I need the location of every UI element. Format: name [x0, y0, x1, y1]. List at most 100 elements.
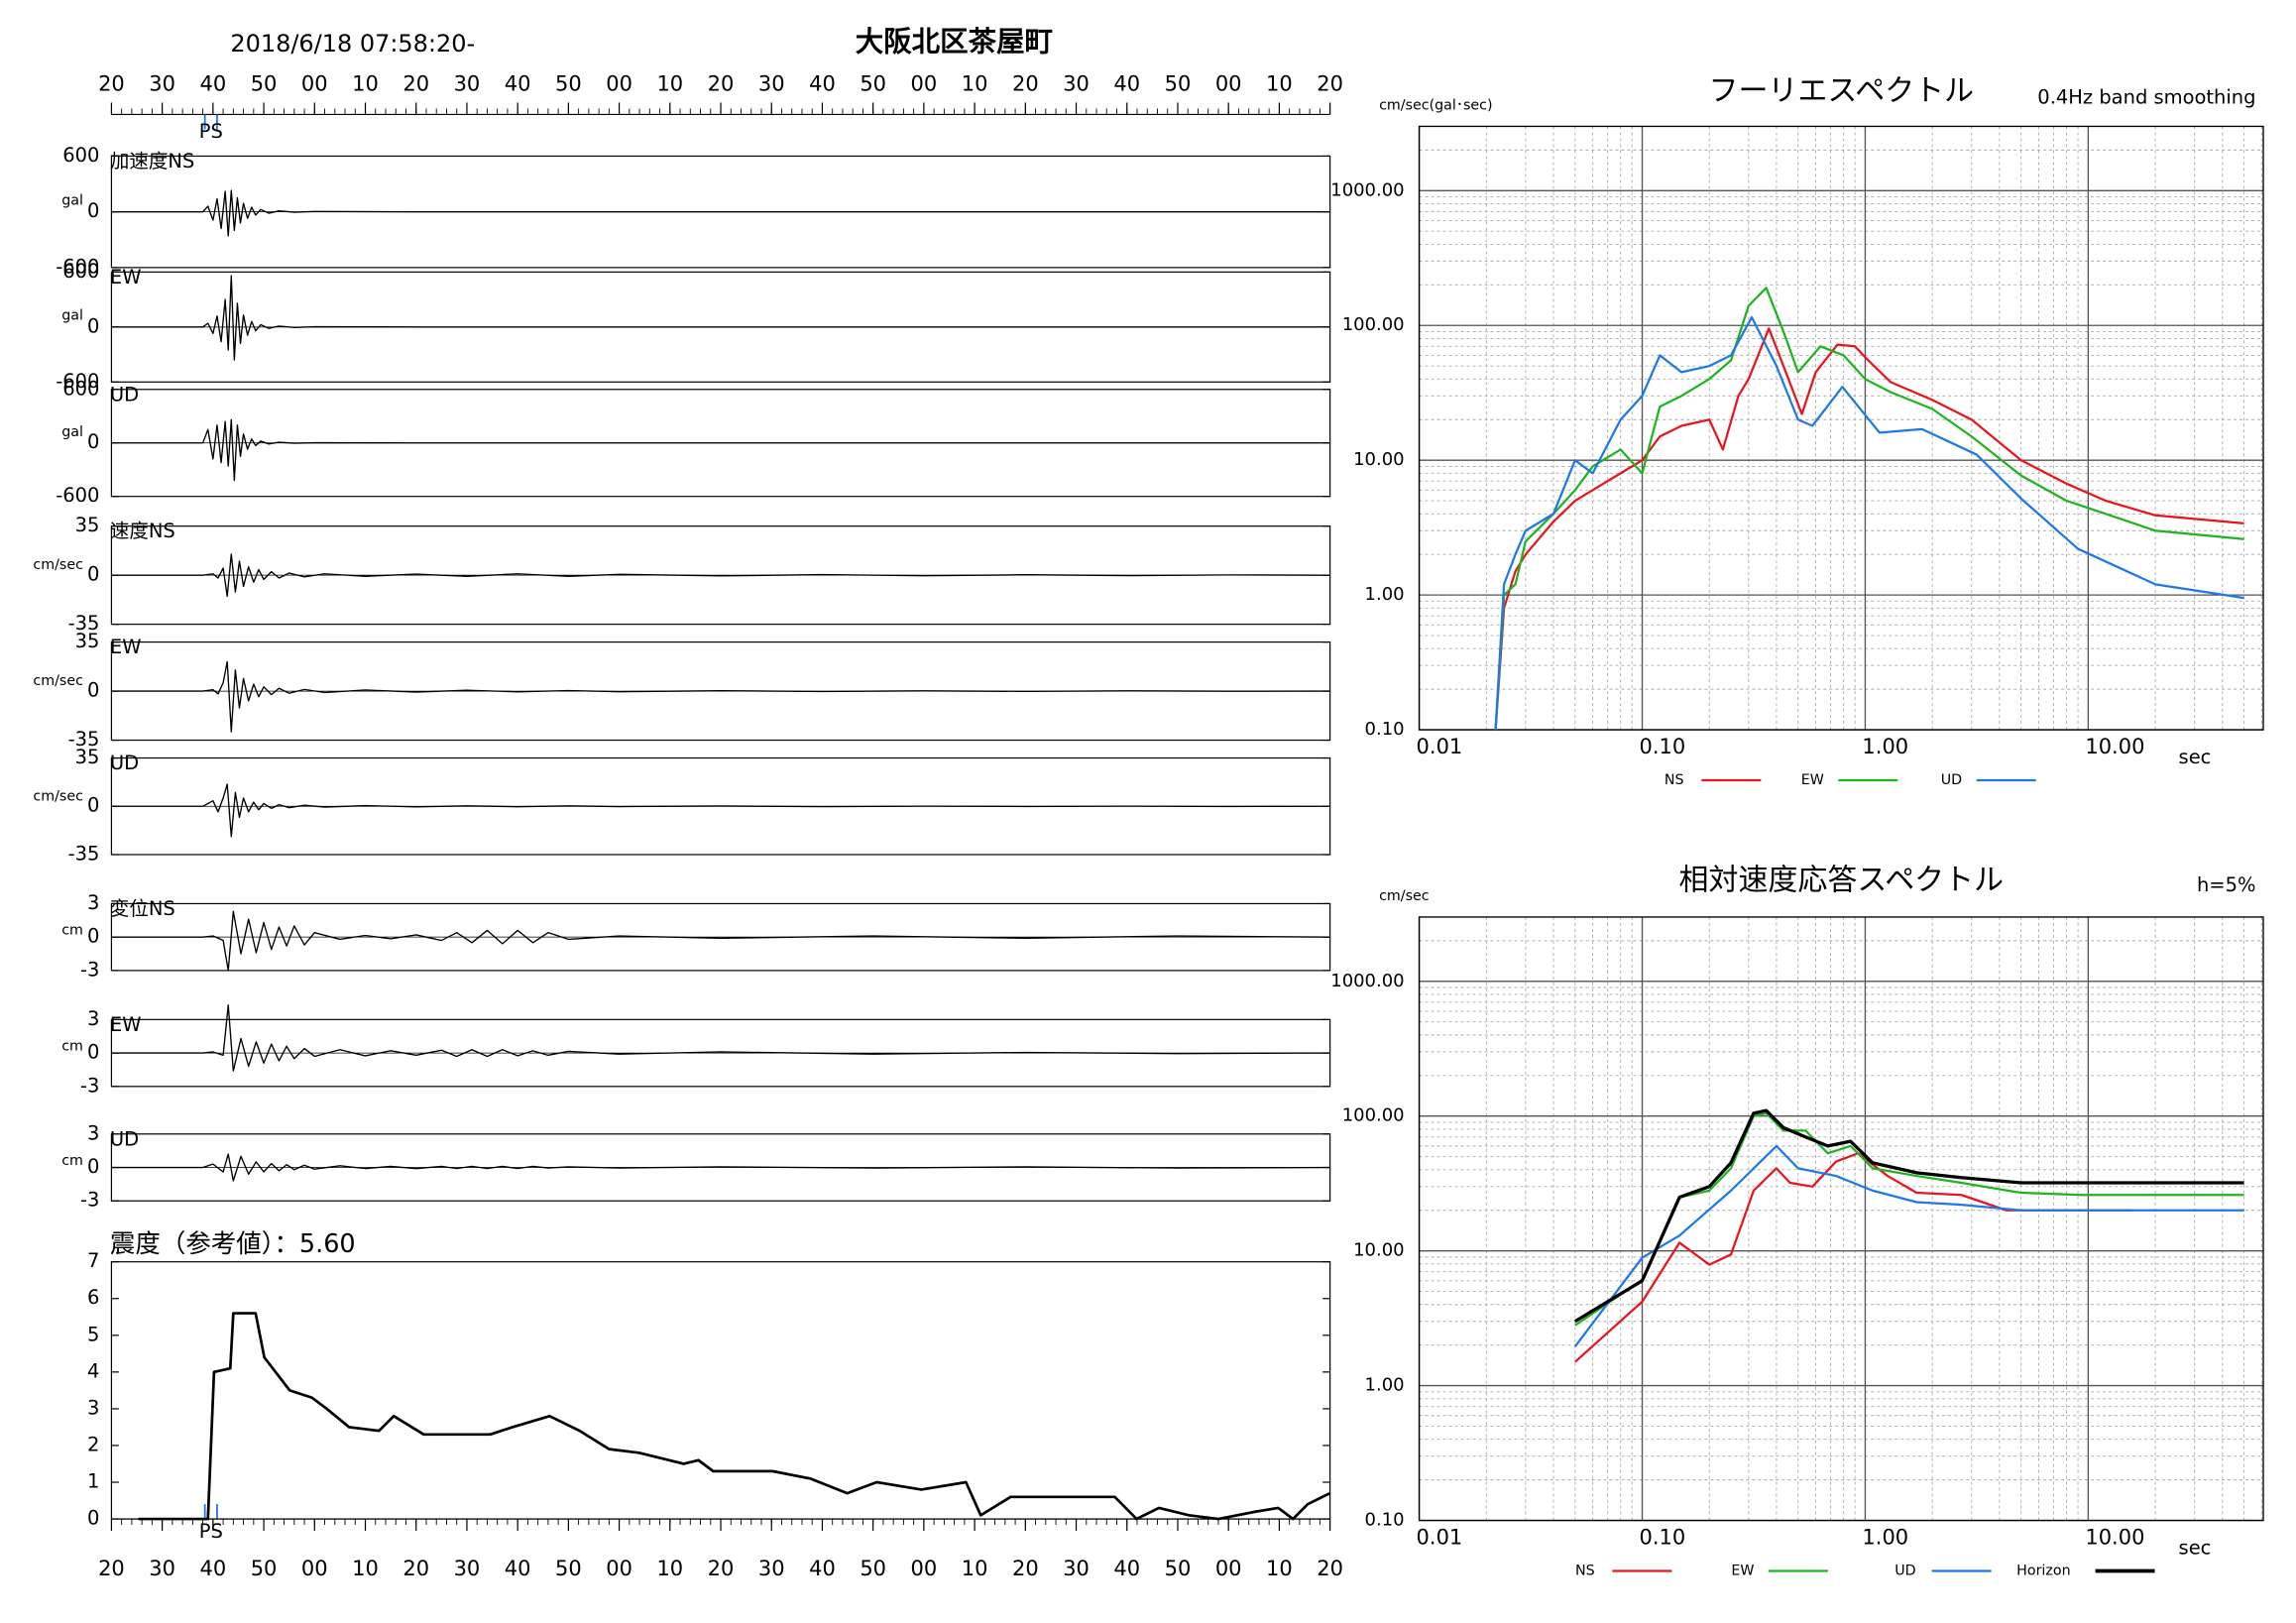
waveform — [111, 1004, 1330, 1072]
time-tick-label: 30 — [758, 1557, 785, 1580]
y-tick-label: 3 — [87, 891, 99, 914]
y-tick-label: 35 — [75, 746, 100, 768]
time-tick-label: 00 — [1215, 1557, 1242, 1580]
spectrum-line — [1573, 1108, 2244, 1324]
phase-label: PS — [199, 120, 223, 143]
waveform — [111, 1153, 1330, 1182]
intensity-title: 震度（参考値）：5.60 — [110, 1229, 356, 1259]
time-tick-label: 30 — [454, 71, 481, 95]
y-tick-label: 7 — [87, 1249, 99, 1272]
y-tick-label: 35 — [75, 630, 100, 652]
time-tick-label: 20 — [1317, 1557, 1343, 1580]
x-axis-label: sec — [2179, 1537, 2212, 1560]
time-tick-label: 20 — [708, 71, 735, 95]
spectrum-line — [1494, 315, 2244, 731]
trace-label: UD — [110, 752, 139, 774]
time-tick-label: 10 — [656, 1557, 683, 1580]
y-axis-label: cm/sec — [1379, 888, 1430, 904]
y-tick-label: 1.00 — [1365, 1375, 1405, 1396]
legend-label: NS — [1665, 772, 1684, 788]
y-tick-label: 5 — [87, 1323, 99, 1345]
unit-label: cm/sec — [33, 557, 83, 573]
legend-label: UD — [1894, 1564, 1915, 1579]
unit-label: cm — [61, 1038, 83, 1054]
waveform — [111, 189, 1330, 237]
time-tick-label: 20 — [1012, 71, 1039, 95]
x-tick-label: 0.10 — [1640, 1526, 1686, 1550]
time-tick-label: 50 — [251, 1557, 278, 1580]
time-tick-label: 40 — [505, 1557, 531, 1580]
y-tick-label: 0 — [87, 430, 99, 453]
x-tick-label: 0.10 — [1640, 735, 1686, 758]
time-tick-label: 40 — [809, 1557, 836, 1580]
y-tick-label: 600 — [62, 377, 99, 400]
time-tick-label: 00 — [911, 71, 938, 95]
y-tick-label: 0 — [87, 314, 99, 337]
y-tick-label: 6 — [87, 1286, 99, 1309]
time-tick-label: 20 — [1317, 71, 1343, 95]
y-tick-label: 1 — [87, 1469, 99, 1492]
chart-title: フーリエスペクトル — [1708, 73, 1974, 108]
waveform — [111, 553, 1330, 598]
trace-label: 速度NS — [110, 520, 175, 542]
time-tick-label: 20 — [98, 1557, 125, 1580]
y-tick-label: 0.10 — [1365, 1510, 1405, 1531]
time-tick-label: 10 — [656, 71, 683, 95]
time-tick-label: 20 — [708, 1557, 735, 1580]
time-tick-label: 00 — [606, 71, 632, 95]
spectrum-line — [1494, 327, 2244, 731]
time-tick-label: 10 — [1266, 71, 1293, 95]
y-tick-label: 0 — [87, 1155, 99, 1178]
chart-title: 相対速度応答スペクトル — [1679, 863, 2005, 897]
intensity-line — [138, 1312, 1331, 1521]
time-tick-label: 20 — [1012, 1557, 1039, 1580]
y-tick-label: 4 — [87, 1359, 99, 1382]
waveform — [111, 275, 1330, 361]
unit-label: gal — [61, 308, 83, 324]
time-tick-label: 50 — [555, 71, 582, 95]
y-tick-label: 2 — [87, 1433, 99, 1455]
y-tick-label: 0 — [87, 1507, 99, 1530]
spectrum-line — [1494, 287, 2244, 731]
y-tick-label: 10.00 — [1353, 1240, 1404, 1261]
y-tick-label: 100.00 — [1342, 1105, 1405, 1126]
time-tick-label: 20 — [402, 71, 429, 95]
time-tick-label: 10 — [352, 71, 379, 95]
y-tick-label: -35 — [68, 728, 100, 751]
station: 大阪北区茶屋町 — [856, 26, 1053, 58]
y-tick-label: 1000.00 — [1330, 971, 1404, 991]
trace-label: 加速度NS — [110, 150, 194, 173]
plot-frame — [1418, 916, 2264, 1522]
legend-label: EW — [1801, 772, 1824, 788]
time-tick-label: 10 — [1266, 1557, 1293, 1580]
y-tick-label: -35 — [68, 842, 100, 865]
y-tick-label: 1.00 — [1365, 584, 1405, 605]
time-tick-label: 00 — [301, 71, 328, 95]
time-tick-label: 10 — [352, 1557, 379, 1580]
time-tick-label: 40 — [200, 71, 227, 95]
x-tick-label: 1.00 — [1862, 1526, 1908, 1550]
legend-label: EW — [1731, 1564, 1754, 1579]
y-tick-label: -3 — [80, 1074, 99, 1097]
time-tick-label: 50 — [1165, 1557, 1192, 1580]
spectrum-line — [1573, 1144, 2244, 1347]
y-tick-label: 10.00 — [1353, 449, 1404, 470]
trace-label: 変位NS — [110, 897, 175, 920]
unit-label: cm — [61, 1153, 83, 1169]
time-tick-label: 30 — [1063, 1557, 1090, 1580]
y-tick-label: 0.10 — [1365, 719, 1405, 740]
y-tick-label: 0 — [87, 563, 99, 586]
time-tick-label: 00 — [911, 1557, 938, 1580]
phase-label: PS — [199, 1520, 223, 1543]
time-tick-label: 30 — [758, 71, 785, 95]
legend-label: UD — [1941, 772, 1962, 788]
y-tick-label: 0 — [87, 794, 99, 817]
time-tick-label: 20 — [402, 1557, 429, 1580]
y-tick-label: 600 — [62, 260, 99, 283]
waveform — [111, 660, 1330, 733]
time-tick-label: 10 — [962, 1557, 988, 1580]
y-tick-label: 0 — [87, 679, 99, 702]
y-tick-label: 0 — [87, 1041, 99, 1064]
time-tick-label: 30 — [149, 71, 175, 95]
time-tick-label: 50 — [1165, 71, 1192, 95]
